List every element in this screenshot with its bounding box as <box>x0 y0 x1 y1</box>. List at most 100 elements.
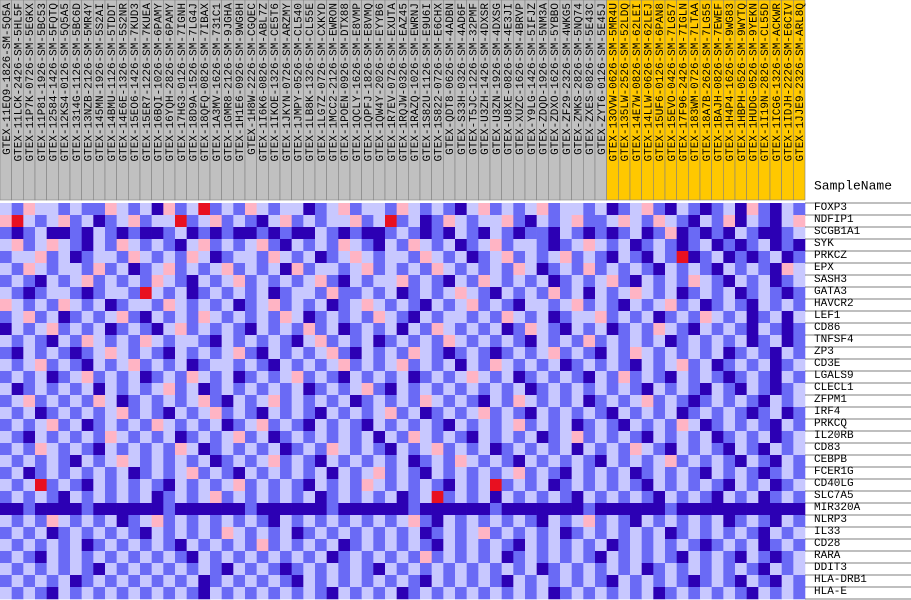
heatmap-cell <box>758 383 771 396</box>
heatmap-cell <box>221 515 234 528</box>
heatmap-cell <box>630 431 642 444</box>
heatmap-cell <box>315 419 327 432</box>
heatmap-cell <box>746 551 759 564</box>
heatmap-cell <box>385 431 397 444</box>
heatmap-cell <box>163 431 176 444</box>
heatmap-cell <box>735 503 747 516</box>
heatmap-cell <box>478 563 491 576</box>
heatmap-cell <box>175 539 187 552</box>
heatmap-cell <box>350 323 362 336</box>
heatmap-cell <box>326 263 339 276</box>
heatmap-cell <box>163 215 176 228</box>
heatmap-cell <box>548 455 561 468</box>
heatmap-cell <box>478 227 491 240</box>
heatmap-cell <box>256 503 269 516</box>
row-label: CD86 <box>814 322 840 334</box>
heatmap-cell <box>688 275 701 288</box>
heatmap-cell <box>653 203 666 216</box>
heatmap-cell <box>758 575 771 588</box>
heatmap-cell <box>338 335 351 348</box>
heatmap-cell <box>770 287 782 300</box>
heatmap-cell <box>595 239 607 252</box>
heatmap-cell <box>408 263 421 276</box>
heatmap-cell <box>676 299 689 312</box>
heatmap-cell <box>688 251 701 264</box>
heatmap-cell <box>711 479 724 492</box>
heatmap-cell <box>420 287 432 300</box>
heatmap-cell <box>770 395 782 408</box>
heatmap-cell <box>291 563 304 576</box>
heatmap-cell <box>140 287 152 300</box>
column-label: GTEX-1S822-0726-SM-E6CHX <box>434 3 446 162</box>
heatmap-cell <box>793 515 806 528</box>
heatmap-cell <box>735 431 747 444</box>
heatmap-cell <box>758 239 771 252</box>
heatmap-cell <box>58 299 71 312</box>
heatmap-cell <box>571 527 584 540</box>
heatmap-cell <box>420 347 432 360</box>
row-label: FCER1G <box>814 466 854 478</box>
heatmap-cell <box>793 263 806 276</box>
column-label: GTEX-1R7EV-0726-SM-EXUTA <box>387 3 399 162</box>
heatmap-cell <box>560 383 572 396</box>
heatmap-cell <box>455 323 467 336</box>
heatmap-cell <box>361 371 374 384</box>
heatmap-cell <box>280 239 292 252</box>
heatmap-cell <box>688 383 701 396</box>
heatmap-cell <box>455 335 467 348</box>
heatmap-cell <box>35 263 47 276</box>
row-label: CLECL1 <box>814 382 854 394</box>
column-label: GTEX-17F96-2426-SM-7IGLN <box>679 3 691 161</box>
heatmap-cell <box>256 287 269 300</box>
heatmap-cell <box>198 467 211 480</box>
heatmap-cell <box>501 539 514 552</box>
heatmap-cell <box>466 431 479 444</box>
heatmap-cell <box>665 575 677 588</box>
heatmap-cell <box>221 251 234 264</box>
heatmap-cell <box>23 275 36 288</box>
heatmap-cell <box>478 395 491 408</box>
heatmap-cell <box>140 515 152 528</box>
heatmap-cell <box>443 347 456 360</box>
heatmap-cell <box>23 455 36 468</box>
heatmap-cell <box>315 371 327 384</box>
heatmap-cell <box>210 419 222 432</box>
heatmap-cell <box>198 527 211 540</box>
heatmap-cell <box>700 323 712 336</box>
heatmap-cell <box>735 311 747 324</box>
heatmap-cell <box>373 383 386 396</box>
heatmap-cell <box>338 467 351 480</box>
heatmap-cell <box>630 299 642 312</box>
heatmap-cell <box>35 299 47 312</box>
heatmap-cell <box>443 395 456 408</box>
heatmap-cell <box>793 323 806 336</box>
heatmap-cell <box>128 515 141 528</box>
heatmap-cell <box>431 467 444 480</box>
heatmap-cell <box>525 455 537 468</box>
heatmap-cell <box>676 467 689 480</box>
heatmap-cell <box>758 347 771 360</box>
heatmap-cell <box>291 311 304 324</box>
heatmap-cell <box>700 479 712 492</box>
heatmap-cell <box>268 539 281 552</box>
heatmap-cell <box>23 215 36 228</box>
heatmap-cell <box>466 335 479 348</box>
heatmap-cell <box>280 551 292 564</box>
heatmap-cell <box>81 575 94 588</box>
heatmap-cell <box>58 395 71 408</box>
heatmap-cell <box>58 419 71 432</box>
heatmap-cell <box>46 515 59 528</box>
heatmap-cell <box>81 263 94 276</box>
heatmap-cell <box>93 503 106 516</box>
heatmap-cell <box>175 479 187 492</box>
heatmap-cell <box>676 431 689 444</box>
heatmap-cell <box>396 263 409 276</box>
heatmap-cell <box>338 479 351 492</box>
heatmap-cell <box>653 467 666 480</box>
heatmap-cell <box>665 239 677 252</box>
heatmap-cell <box>583 479 596 492</box>
heatmap-cell <box>396 419 409 432</box>
heatmap-cell <box>711 527 724 540</box>
heatmap-cell <box>361 299 374 312</box>
heatmap-cell <box>11 287 24 300</box>
